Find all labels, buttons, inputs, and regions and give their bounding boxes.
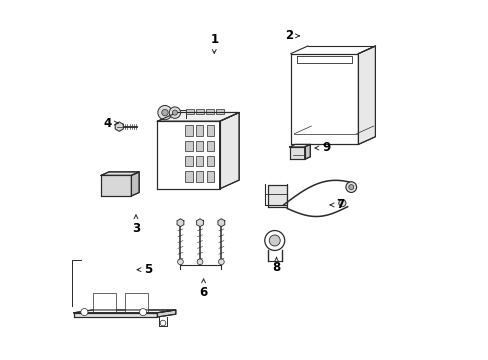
Bar bbox=[206, 125, 214, 136]
Bar bbox=[196, 109, 203, 113]
Polygon shape bbox=[358, 46, 375, 144]
Bar bbox=[93, 293, 116, 312]
Polygon shape bbox=[74, 313, 157, 317]
Bar bbox=[185, 171, 192, 182]
Circle shape bbox=[264, 230, 284, 251]
Polygon shape bbox=[196, 219, 203, 226]
Bar bbox=[206, 140, 214, 151]
Bar bbox=[185, 125, 192, 136]
Text: 8: 8 bbox=[272, 257, 280, 274]
Circle shape bbox=[197, 259, 203, 265]
Text: 2: 2 bbox=[285, 30, 299, 42]
Polygon shape bbox=[101, 172, 139, 175]
Polygon shape bbox=[219, 112, 239, 189]
Circle shape bbox=[169, 107, 180, 118]
Circle shape bbox=[160, 320, 165, 326]
Polygon shape bbox=[157, 121, 219, 189]
Polygon shape bbox=[115, 122, 123, 131]
Circle shape bbox=[172, 110, 177, 115]
Polygon shape bbox=[131, 172, 139, 196]
Text: 1: 1 bbox=[210, 33, 218, 53]
Bar bbox=[185, 156, 192, 166]
Text: 9: 9 bbox=[314, 141, 330, 154]
Text: 7: 7 bbox=[329, 198, 344, 211]
Bar bbox=[206, 171, 214, 182]
Polygon shape bbox=[304, 144, 310, 159]
Circle shape bbox=[269, 235, 280, 246]
Polygon shape bbox=[74, 310, 176, 313]
Circle shape bbox=[139, 309, 146, 316]
Polygon shape bbox=[177, 219, 183, 226]
Polygon shape bbox=[289, 147, 304, 159]
Polygon shape bbox=[218, 219, 224, 226]
Bar bbox=[125, 293, 148, 312]
Text: 4: 4 bbox=[103, 117, 118, 130]
Bar bbox=[196, 125, 203, 136]
Text: 5: 5 bbox=[137, 263, 152, 276]
Bar bbox=[196, 156, 203, 166]
Bar bbox=[196, 171, 203, 182]
Circle shape bbox=[158, 105, 172, 120]
Circle shape bbox=[218, 259, 224, 265]
Circle shape bbox=[338, 199, 345, 207]
Bar bbox=[196, 140, 203, 151]
Bar bbox=[216, 109, 223, 113]
Circle shape bbox=[81, 309, 88, 316]
Text: 3: 3 bbox=[132, 215, 140, 234]
Circle shape bbox=[162, 109, 168, 116]
Polygon shape bbox=[101, 175, 131, 196]
Circle shape bbox=[345, 182, 356, 193]
Polygon shape bbox=[157, 112, 239, 121]
Text: 6: 6 bbox=[199, 279, 207, 298]
Circle shape bbox=[348, 185, 353, 190]
Bar bbox=[206, 109, 213, 113]
Circle shape bbox=[177, 259, 183, 265]
Bar bbox=[185, 140, 192, 151]
Polygon shape bbox=[290, 54, 358, 144]
Polygon shape bbox=[157, 310, 176, 317]
Polygon shape bbox=[267, 185, 286, 207]
Bar bbox=[206, 156, 214, 166]
Bar bbox=[186, 109, 193, 113]
